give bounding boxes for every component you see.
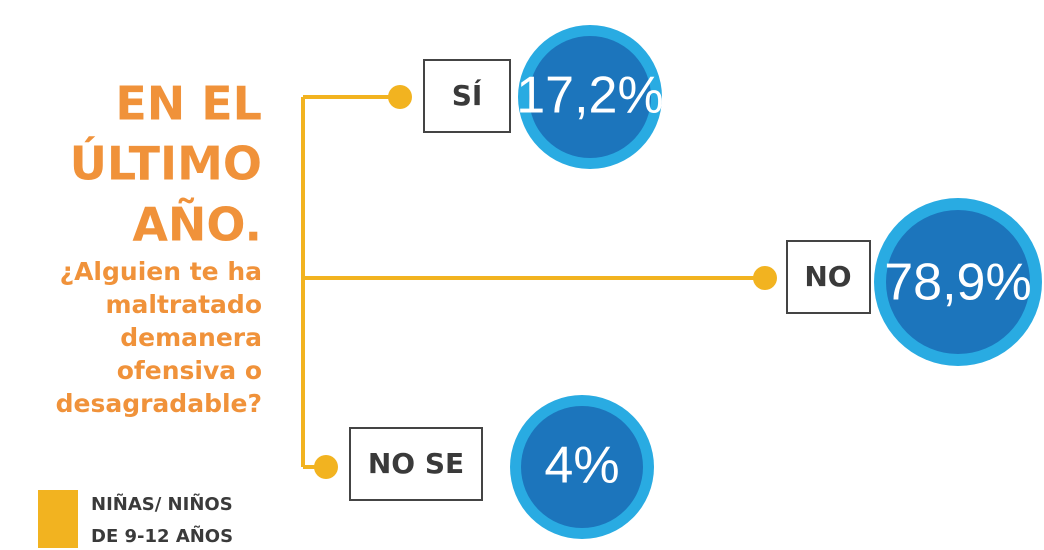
legend-line: DE 9-12 AÑOS <box>91 524 233 547</box>
branch-dot <box>314 455 338 479</box>
value-text: 4% <box>544 437 619 495</box>
value-disc <box>521 406 643 528</box>
question-line: ¿Alguien te ha <box>60 257 262 286</box>
answer-box <box>786 240 871 314</box>
branch-dot <box>753 266 777 290</box>
question-line: demanera <box>120 323 262 352</box>
answer-label: NO SE <box>368 447 464 480</box>
value-text: 17,2% <box>516 67 663 125</box>
title-line: ÚLTIMO <box>70 137 262 191</box>
answer-box <box>423 59 511 133</box>
question-line: maltratado <box>105 290 262 319</box>
legend-line: NIÑAS/ NIÑOS <box>91 492 233 515</box>
title-line: EN EL <box>115 77 262 131</box>
value-disc <box>529 36 651 158</box>
legend-swatch <box>38 490 78 548</box>
answer-label: SÍ <box>452 78 483 112</box>
branch-dot <box>388 85 412 109</box>
answer-box <box>349 427 483 501</box>
question-line: desagradable? <box>56 389 262 418</box>
value-text: 78,9% <box>884 254 1031 312</box>
question-line: ofensiva o <box>117 356 262 385</box>
title-line: AÑO. <box>132 198 262 252</box>
answer-label: NO <box>804 260 851 293</box>
tree-lines <box>301 85 777 479</box>
value-disc <box>886 210 1030 354</box>
